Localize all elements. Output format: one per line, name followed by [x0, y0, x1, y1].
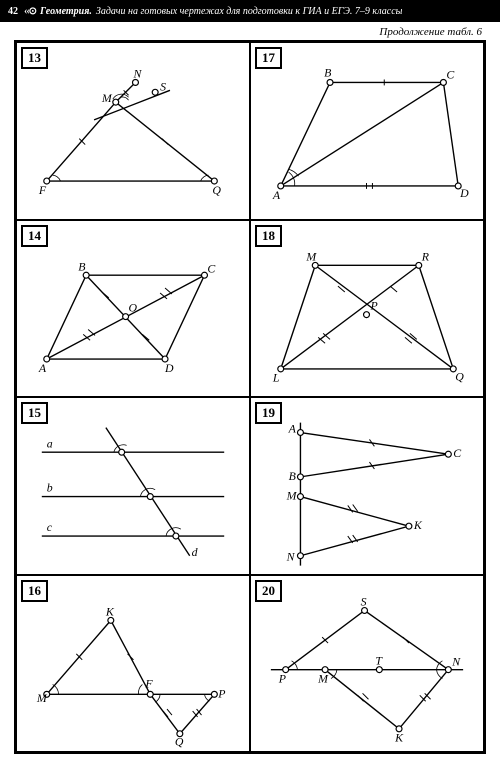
- svg-text:D: D: [164, 360, 174, 374]
- svg-text:A: A: [288, 422, 297, 436]
- page: 42 ‹‹⊙ Геометрия. Задачи на готовых черт…: [0, 0, 500, 763]
- svg-text:K: K: [394, 730, 404, 744]
- svg-text:B: B: [78, 259, 85, 273]
- svg-text:a: a: [47, 436, 53, 450]
- svg-text:d: d: [192, 545, 198, 559]
- cell-number: 15: [21, 402, 48, 424]
- svg-text:S: S: [160, 79, 166, 93]
- diagram-14: A B C D O: [17, 221, 249, 397]
- svg-text:P: P: [278, 671, 286, 685]
- svg-text:P: P: [217, 686, 225, 700]
- cell-number: 17: [255, 47, 282, 69]
- svg-text:b: b: [47, 481, 53, 495]
- svg-text:N: N: [451, 654, 461, 668]
- svg-text:A: A: [38, 360, 47, 374]
- svg-text:N: N: [132, 67, 142, 81]
- svg-text:K: K: [105, 604, 115, 618]
- svg-text:N: N: [286, 550, 296, 564]
- svg-text:L: L: [272, 370, 280, 384]
- cell-15: 15 a b c d: [16, 397, 250, 575]
- diagram-20: P S T N M K: [251, 576, 483, 752]
- svg-text:O: O: [129, 300, 138, 314]
- header-bar: 42 ‹‹⊙ Геометрия. Задачи на готовых черт…: [0, 0, 500, 22]
- svg-text:S: S: [361, 594, 367, 608]
- cell-14: 14 A B C D O: [16, 220, 250, 398]
- cell-number: 13: [21, 47, 48, 69]
- cell-16: 16 M K F P Q: [16, 575, 250, 753]
- header-title: Геометрия.: [40, 6, 92, 17]
- cell-19: 19 A B C M N K: [250, 397, 484, 575]
- svg-text:Q: Q: [175, 734, 184, 748]
- svg-text:Q: Q: [455, 369, 464, 383]
- diagram-19: A B C M N K: [251, 398, 483, 574]
- diagram-13: F Q M N S: [17, 43, 249, 219]
- cell-number: 16: [21, 580, 48, 602]
- page-number: 42: [8, 6, 18, 17]
- svg-text:C: C: [207, 261, 215, 275]
- svg-text:Q: Q: [212, 183, 221, 197]
- svg-text:D: D: [459, 186, 469, 200]
- cell-17: 17 A B C D: [250, 42, 484, 220]
- svg-text:M: M: [305, 249, 317, 263]
- svg-text:M: M: [36, 691, 48, 705]
- cell-number: 18: [255, 225, 282, 247]
- svg-text:C: C: [446, 67, 454, 81]
- svg-text:M: M: [317, 671, 329, 685]
- cell-number: 20: [255, 580, 282, 602]
- svg-text:T: T: [375, 653, 383, 667]
- continuation-label: Продолжение табл. 6: [0, 22, 500, 40]
- svg-text:M: M: [101, 91, 113, 105]
- svg-text:A: A: [272, 188, 281, 202]
- svg-text:c: c: [47, 520, 53, 534]
- svg-text:P: P: [369, 298, 377, 312]
- cell-20: 20 P S T N M K: [250, 575, 484, 753]
- problems-grid: 13 F Q M N: [14, 40, 486, 754]
- diagram-18: L M R Q P: [251, 221, 483, 397]
- svg-text:B: B: [289, 469, 296, 483]
- cell-number: 19: [255, 402, 282, 424]
- svg-text:C: C: [453, 446, 461, 460]
- diagram-17: A B C D: [251, 43, 483, 219]
- cell-13: 13 F Q M N: [16, 42, 250, 220]
- svg-text:F: F: [144, 676, 153, 690]
- diagram-15: a b c d: [17, 398, 249, 574]
- svg-text:M: M: [286, 489, 298, 503]
- diagram-16: M K F P Q: [17, 576, 249, 752]
- svg-text:K: K: [413, 518, 423, 532]
- svg-text:F: F: [38, 183, 47, 197]
- header-logo: ‹‹⊙: [24, 6, 36, 17]
- svg-text:R: R: [421, 249, 430, 263]
- cell-number: 14: [21, 225, 48, 247]
- svg-text:B: B: [324, 66, 331, 80]
- header-subtitle: Задачи на готовых чертежах для подготовк…: [96, 6, 403, 17]
- cell-18: 18 L M R Q P: [250, 220, 484, 398]
